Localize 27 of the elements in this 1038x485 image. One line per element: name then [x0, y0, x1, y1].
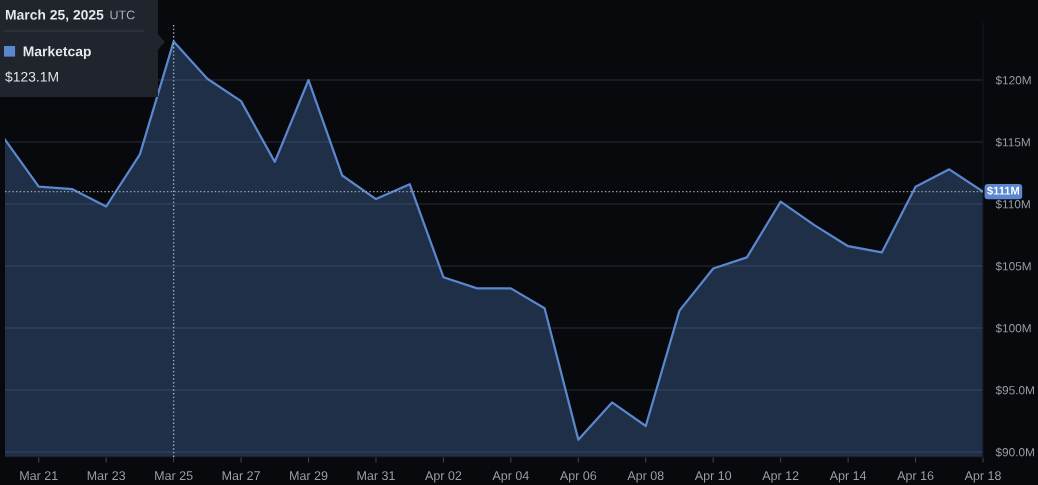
y-tick-label: $90.0M — [995, 447, 1034, 458]
x-tick-label: Mar 31 — [357, 471, 395, 481]
y-tick-label: $110M — [995, 199, 1030, 210]
annotation: $123.1M — [5, 71, 58, 83]
x-tick-label: Apr 10 — [694, 471, 732, 483]
x-tick-label: Apr 08 — [627, 471, 664, 483]
x-tick-label: Mar 21 — [20, 471, 58, 481]
ref-line-label: $111M — [987, 186, 1020, 196]
x-tick-label: Apr 16 — [897, 471, 934, 483]
x-tick-label: Apr 14 — [829, 471, 867, 483]
y-tick-label: $100M — [995, 323, 1031, 334]
y-tick-label: $95.0M — [995, 385, 1034, 396]
y-tick-label: $115M — [995, 137, 1030, 148]
x-tick-label: Apr 02 — [425, 471, 462, 483]
legend-label: Marketcap — [23, 46, 91, 60]
x-tick-label: Apr 12 — [762, 471, 799, 483]
x-tick-label: Mar 23 — [87, 471, 126, 481]
x-tick-label: Apr 06 — [559, 471, 597, 483]
text: UTC — [110, 10, 135, 20]
x-tick-label: Apr 18 — [964, 471, 1001, 483]
x-tick-label: Mar 29 — [290, 471, 328, 481]
x-tick-label: Mar 25 — [155, 471, 193, 481]
legend-title: March 25, 2025 — [5, 9, 104, 22]
y-tick-label: $120M — [995, 75, 1031, 86]
x-tick-label: Apr 04 — [492, 471, 529, 483]
y-tick-label: $105M — [995, 261, 1031, 272]
x-tick-label: Mar 27 — [222, 471, 260, 481]
